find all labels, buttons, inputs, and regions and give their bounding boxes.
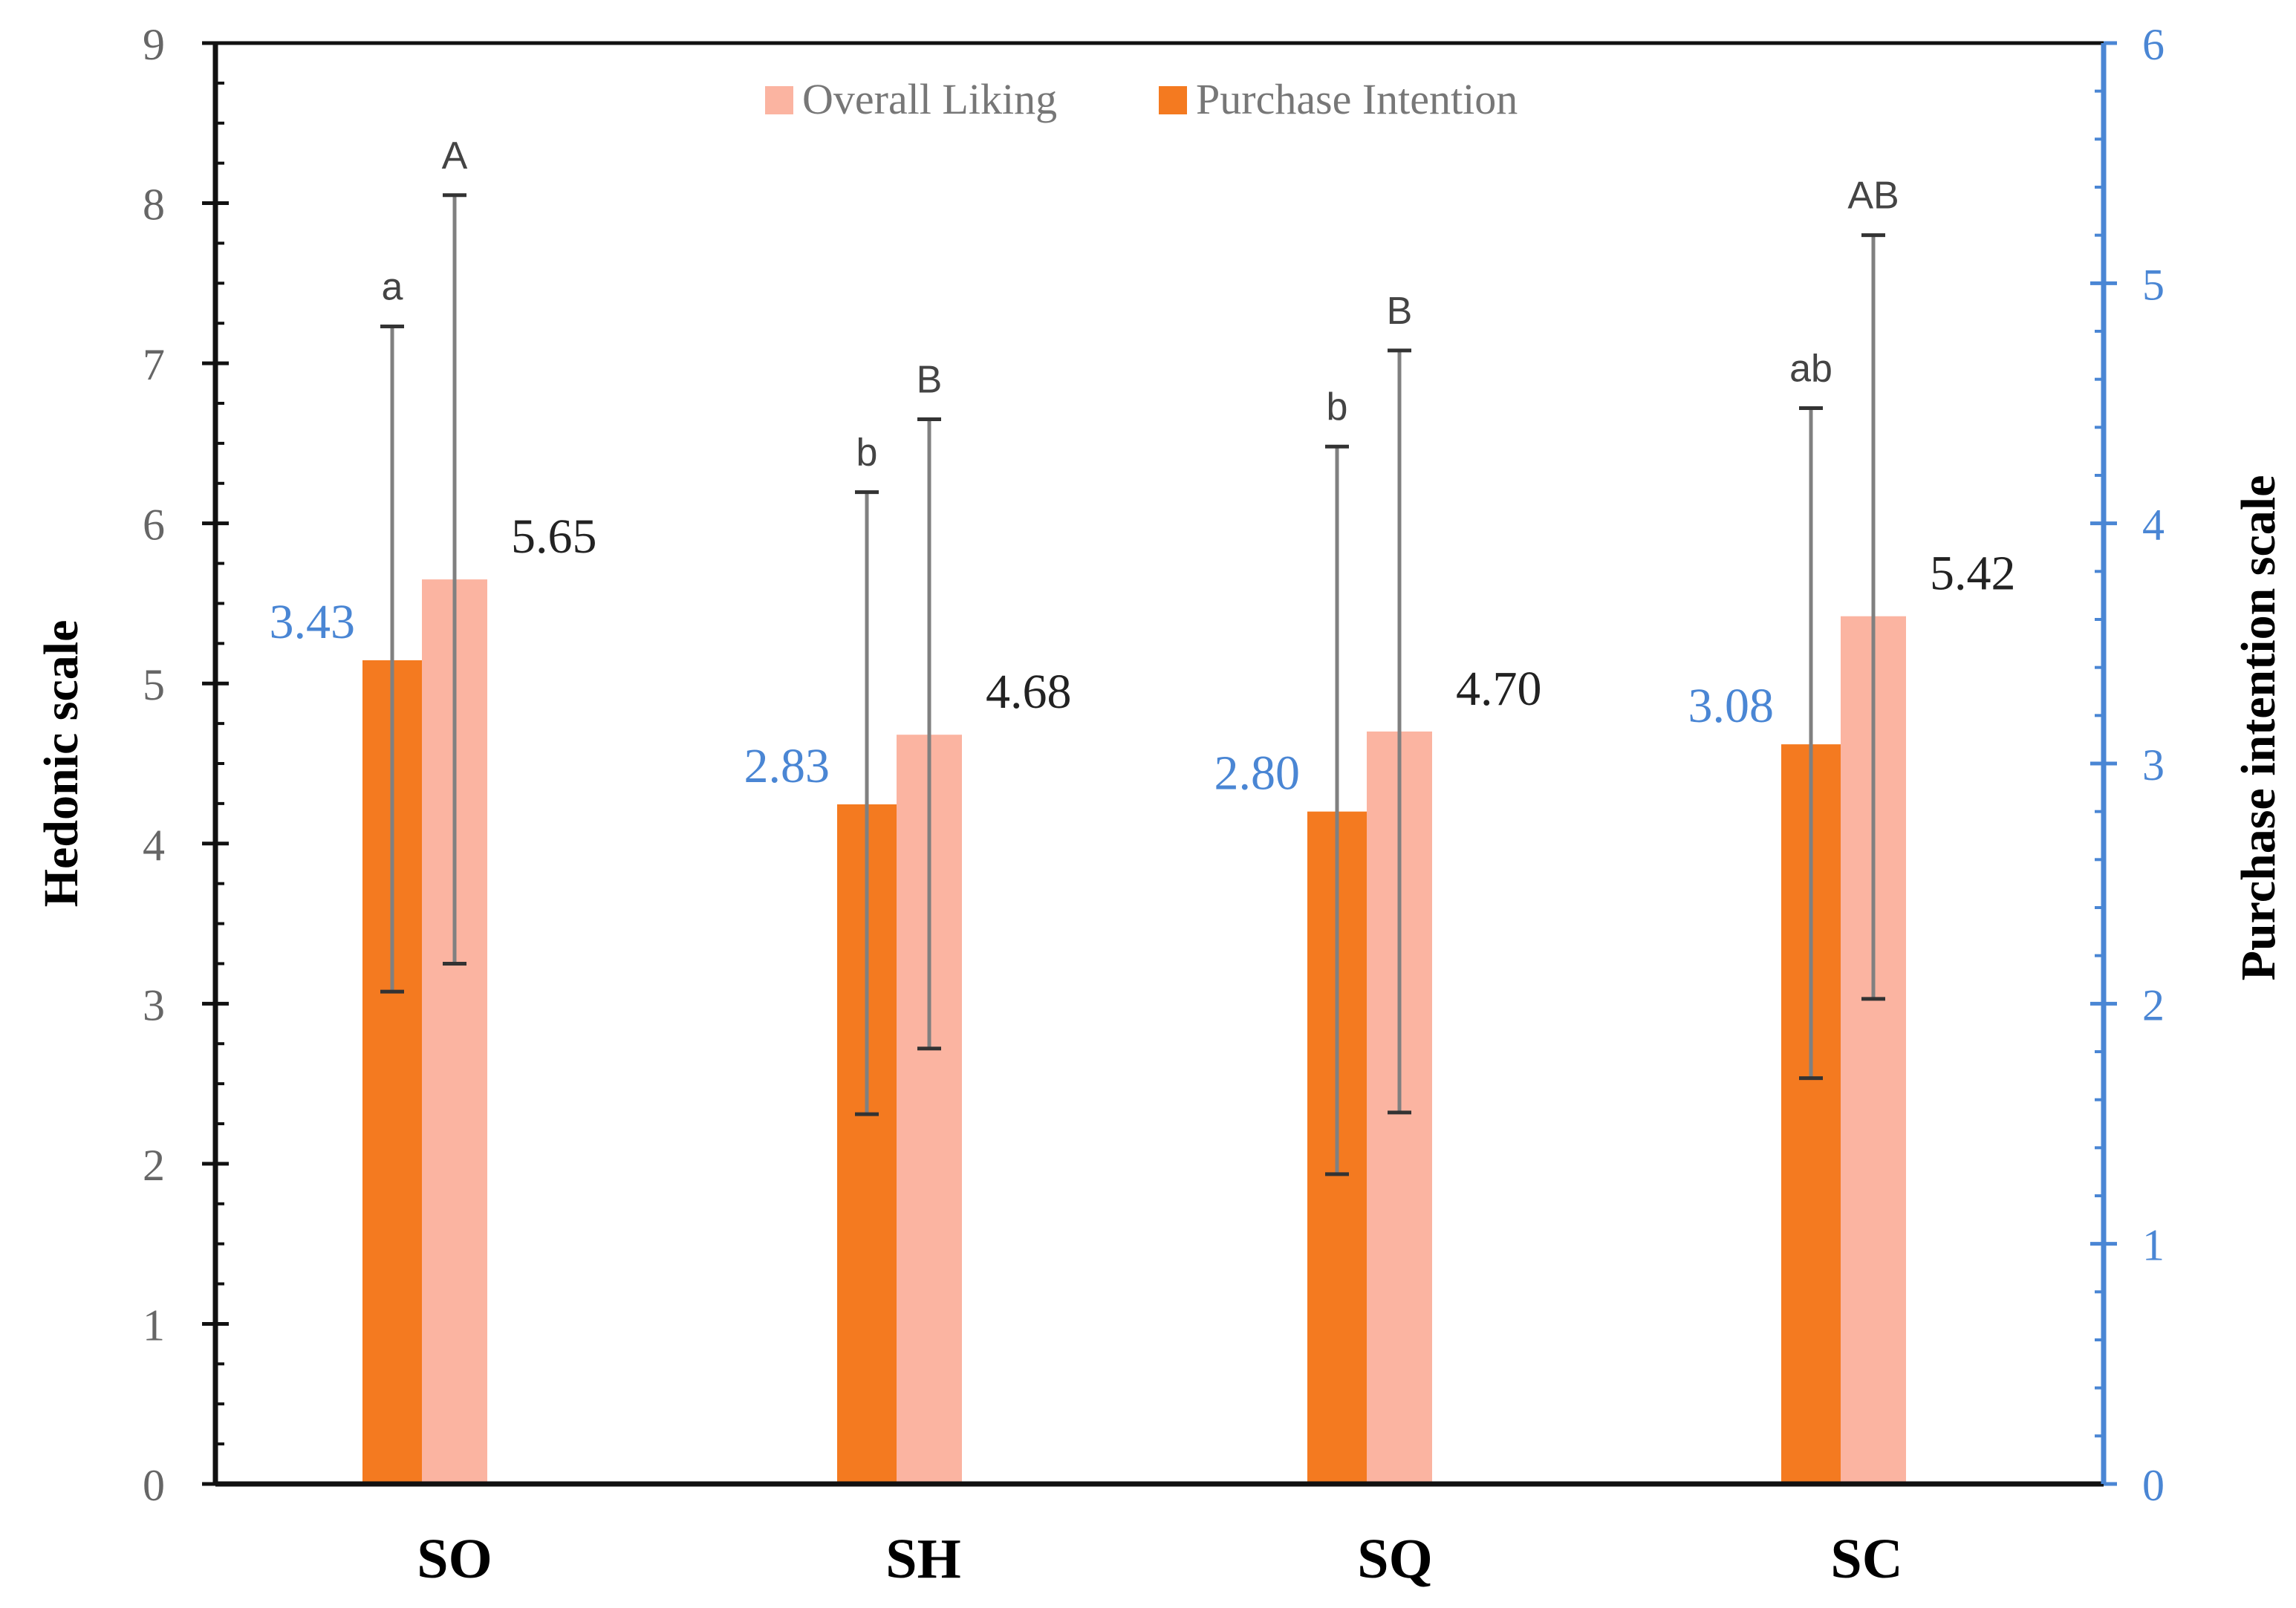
- value-label-purchase-intention: 3.43: [270, 595, 356, 649]
- value-label-purchase-intention: 2.80: [1214, 746, 1301, 801]
- right-tick-label: 4: [2142, 501, 2165, 550]
- left-tick-label: 4: [143, 821, 165, 870]
- significance-label-purchase-intention: ab: [1789, 347, 1832, 390]
- category-label: SQ: [1357, 1528, 1432, 1590]
- significance-label-overall-liking: B: [917, 359, 943, 402]
- legend-label-overall-liking: Overall Liking: [802, 75, 1057, 123]
- label-layer: 01234567890123456aA3.435.65SObB2.834.68S…: [143, 20, 2165, 1590]
- right-axis-title: Purchase intention scale: [2231, 475, 2286, 981]
- error-bar-layer: [380, 193, 1885, 1176]
- legend: Overall Liking Purchase Intention: [765, 75, 1518, 123]
- category-label: SO: [417, 1528, 492, 1590]
- significance-label-purchase-intention: a: [382, 266, 403, 309]
- significance-label-overall-liking: AB: [1847, 175, 1899, 218]
- significance-label-purchase-intention: b: [1327, 385, 1348, 429]
- left-axis-title: Hedonic scale: [34, 620, 88, 908]
- value-label-overall-liking: 4.70: [1456, 662, 1542, 716]
- significance-label-overall-liking: A: [442, 134, 468, 178]
- category-label: SH: [885, 1528, 960, 1590]
- right-tick-label: 0: [2142, 1461, 2165, 1510]
- significance-label-overall-liking: B: [1387, 290, 1413, 333]
- left-tick-label: 9: [143, 20, 165, 69]
- left-tick-label: 2: [143, 1141, 165, 1190]
- category-label: SC: [1830, 1528, 1902, 1590]
- right-tick-label: 1: [2142, 1221, 2165, 1270]
- significance-label-purchase-intention: b: [856, 432, 878, 475]
- legend-swatch-purchase-intention: [1159, 86, 1187, 114]
- legend-swatch-overall-liking: [765, 86, 793, 114]
- value-label-purchase-intention: 2.83: [744, 739, 830, 793]
- right-tick-label: 6: [2142, 20, 2165, 69]
- left-tick-label: 1: [143, 1301, 165, 1350]
- right-tick-label: 5: [2142, 260, 2165, 309]
- left-tick-label: 6: [143, 501, 165, 550]
- left-tick-label: 7: [143, 340, 165, 389]
- right-tick-label: 2: [2142, 980, 2165, 1029]
- left-tick-label: 5: [143, 660, 165, 709]
- value-label-overall-liking: 5.42: [1930, 547, 2016, 601]
- left-tick-label: 0: [143, 1461, 165, 1510]
- value-label-overall-liking: 5.65: [511, 510, 597, 564]
- bar-layer: [362, 579, 1906, 1484]
- right-tick-label: 3: [2142, 740, 2165, 790]
- legend-label-purchase-intention: Purchase Intention: [1196, 75, 1518, 123]
- value-label-overall-liking: 4.68: [986, 665, 1072, 719]
- value-label-purchase-intention: 3.08: [1688, 679, 1775, 733]
- left-tick-label: 3: [143, 980, 165, 1029]
- left-tick-label: 8: [143, 180, 165, 230]
